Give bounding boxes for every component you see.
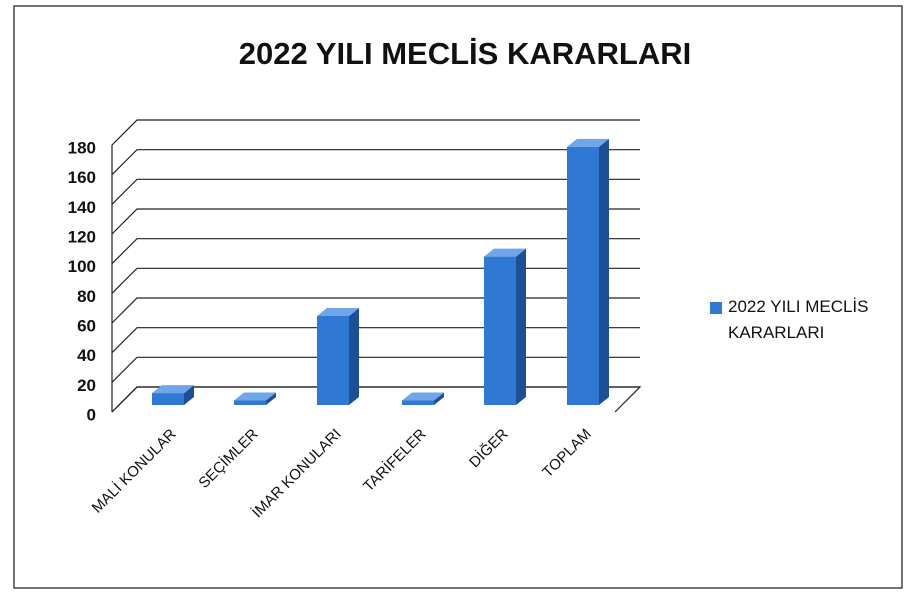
y-tick-label: 160 xyxy=(68,168,96,187)
x-tick-label: TARİFELER xyxy=(359,425,429,495)
grid-line xyxy=(111,356,640,383)
grid-line xyxy=(111,238,640,265)
x-tick-label: İMAR KONULARI xyxy=(248,425,344,521)
bar-face xyxy=(152,385,194,394)
y-tick-label: 180 xyxy=(68,138,96,157)
bar xyxy=(152,385,194,405)
y-tick-label: 100 xyxy=(68,257,96,276)
grid-line xyxy=(111,149,640,176)
frame xyxy=(13,5,903,589)
bar-face xyxy=(349,308,359,405)
bar-face xyxy=(516,248,526,405)
bar-face xyxy=(484,256,516,405)
x-tick-label: TOPLAM xyxy=(539,426,594,481)
bar-face xyxy=(567,138,609,147)
bar-face xyxy=(184,385,194,405)
bar xyxy=(567,138,609,405)
y-tick-label: 140 xyxy=(68,198,96,217)
y-tick-label: 20 xyxy=(77,376,96,395)
bar-face xyxy=(434,392,444,405)
bar-face xyxy=(317,316,349,405)
bar-face xyxy=(402,392,444,401)
chart-title: 2022 YILI MECLİS KARARLARI xyxy=(239,36,691,71)
grid-line xyxy=(111,327,640,354)
y-tick-label: 120 xyxy=(68,227,96,246)
bar-face xyxy=(484,248,526,257)
legend-label: 2022 YILI MECLİS KARARLARI xyxy=(728,297,869,342)
bar-face xyxy=(234,392,276,401)
y-tick-label: 80 xyxy=(77,287,96,306)
grid-line xyxy=(111,178,640,205)
bar-face xyxy=(317,308,359,316)
bar xyxy=(317,308,359,405)
bar-face xyxy=(152,393,184,405)
grid-line xyxy=(111,208,640,235)
bar-face xyxy=(234,400,266,405)
legend-swatch xyxy=(710,302,722,314)
x-tick-label: DİĞER xyxy=(465,425,511,471)
bar xyxy=(402,392,444,405)
bar-face xyxy=(266,392,276,405)
grid-line xyxy=(111,297,640,324)
grid-line xyxy=(111,267,640,294)
bar-face xyxy=(402,400,434,405)
floor xyxy=(111,386,642,413)
bar xyxy=(234,392,276,405)
y-tick-label: 40 xyxy=(77,346,96,365)
bar xyxy=(484,248,526,405)
bar-face xyxy=(599,138,609,405)
x-tick-label: SEÇİMLER xyxy=(195,425,262,492)
y-tick-label: 60 xyxy=(77,316,96,335)
grid-line xyxy=(111,119,640,146)
x-tick-label: MALİ KONULAR xyxy=(88,425,180,517)
y-tick-label: 0 xyxy=(87,405,96,424)
bar-face xyxy=(567,146,599,405)
